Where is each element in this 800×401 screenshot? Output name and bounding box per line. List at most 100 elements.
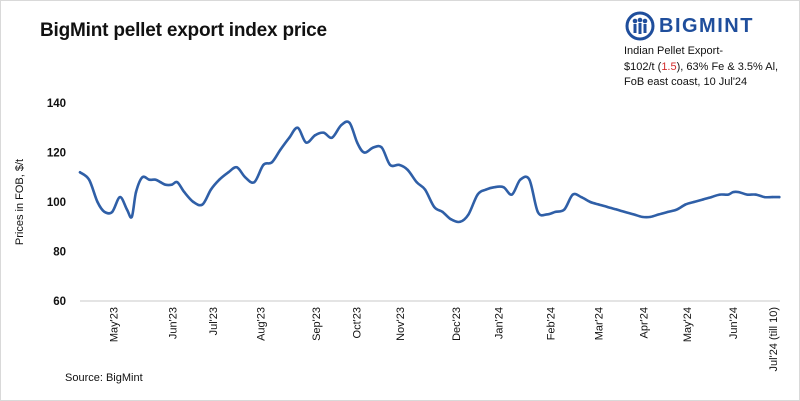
x-tick-label: Apr'24: [639, 307, 651, 338]
data-point: [356, 141, 359, 144]
data-point: [235, 166, 238, 169]
data-point: [623, 210, 626, 214]
brand-logo: BIGMINT: [625, 11, 754, 41]
data-point: [164, 183, 167, 186]
data-point: [244, 176, 247, 179]
x-tick-label: May'23: [109, 307, 121, 342]
data-point: [580, 195, 583, 199]
data-point: [571, 193, 574, 196]
data-point: [380, 146, 383, 149]
price-annotation: Indian Pellet Export- $102/t (1.5), 63% …: [624, 44, 778, 91]
series-line: [78, 120, 781, 224]
data-point: [388, 163, 392, 167]
data-point: [304, 141, 308, 144]
x-tick-label: Jan'24: [494, 307, 506, 339]
data-point: [270, 161, 273, 164]
data-point: [209, 188, 213, 191]
data-point: [154, 178, 157, 181]
data-point: [484, 188, 488, 191]
data-points: [78, 121, 781, 223]
x-tick-label: Sep'23: [311, 307, 323, 341]
data-point: [218, 178, 221, 181]
annotation-spec: ), 63% Fe & 3.5% Al,: [676, 60, 779, 73]
data-point: [657, 213, 661, 216]
source-note: Source: BigMint: [65, 372, 143, 384]
data-point: [727, 193, 730, 196]
data-point: [589, 200, 592, 204]
data-point: [649, 215, 652, 219]
data-point: [692, 200, 696, 204]
data-point: [545, 213, 549, 216]
data-point: [406, 168, 409, 171]
y-tick-label: 120: [47, 148, 66, 160]
data-point: [330, 136, 334, 139]
data-point: [279, 148, 282, 152]
data-point: [348, 121, 351, 125]
data-point: [130, 215, 133, 219]
data-point: [118, 195, 122, 199]
annotation-price: $102/t (: [624, 60, 662, 73]
data-point: [372, 146, 375, 149]
data-point: [183, 190, 186, 194]
data-point: [96, 200, 99, 204]
chart-title: BigMint pellet export index price: [40, 20, 327, 41]
bigmint-logo-icon: [625, 11, 655, 41]
x-tick-label: May'24: [682, 307, 694, 342]
data-point: [253, 181, 256, 184]
y-tick-label: 100: [47, 197, 66, 209]
data-point: [536, 210, 539, 214]
annotation-line-1: Indian Pellet Export-: [624, 45, 724, 57]
data-point: [87, 178, 91, 181]
x-tick-label: Jun'23: [167, 307, 179, 339]
data-point: [763, 195, 766, 199]
data-point: [458, 220, 462, 223]
data-point: [510, 193, 514, 196]
data-point: [632, 213, 635, 216]
data-point: [554, 210, 557, 214]
data-point: [363, 151, 366, 154]
data-point: [433, 205, 436, 209]
data-point: [314, 134, 317, 137]
data-point: [754, 193, 757, 196]
data-point: [675, 208, 679, 211]
data-point: [563, 208, 566, 211]
data-point: [771, 195, 774, 199]
data-point: [615, 208, 618, 211]
annotation-change: 1.5: [661, 60, 677, 73]
data-point: [519, 178, 522, 181]
y-tick-label: 80: [53, 247, 66, 259]
data-point: [141, 176, 144, 179]
data-point: [718, 193, 721, 196]
data-point: [201, 203, 204, 206]
data-point: [476, 193, 479, 196]
data-point: [176, 181, 179, 184]
data-point: [111, 210, 114, 214]
x-axis-ticks: May'23 Jun'23 Jul'23 Aug'23 Sep'23 Oct'23 Nov'…: [109, 307, 780, 371]
y-tick-label: 60: [53, 296, 66, 308]
y-axis-ticks: 60 80 100 120 140: [47, 98, 66, 308]
data-point: [322, 131, 325, 134]
data-point: [423, 188, 427, 191]
data-point: [296, 126, 299, 129]
y-tick-label: 140: [47, 98, 66, 110]
annotation-line-3: FoB east coast, 10 Jul'24: [624, 76, 748, 88]
x-tick-label: Mar'24: [594, 307, 606, 340]
x-tick-label: Jul'24 (till 10): [768, 307, 780, 371]
data-point: [684, 203, 687, 206]
x-tick-label: Feb'24: [545, 307, 557, 340]
data-point: [441, 210, 444, 214]
data-point: [449, 218, 453, 221]
data-point: [710, 195, 713, 199]
x-tick-label: Jul'23: [208, 307, 220, 335]
x-tick-label: Jun'24: [728, 307, 740, 339]
data-point: [125, 208, 129, 211]
x-tick-label: Nov'23: [395, 307, 407, 341]
x-tick-label: Dec'23: [451, 307, 463, 341]
data-point: [103, 210, 106, 214]
data-point: [701, 198, 705, 201]
data-point: [288, 136, 291, 139]
data-point: [640, 215, 644, 219]
x-tick-label: Aug'23: [256, 307, 268, 341]
data-point: [493, 186, 496, 189]
data-point: [192, 200, 195, 204]
